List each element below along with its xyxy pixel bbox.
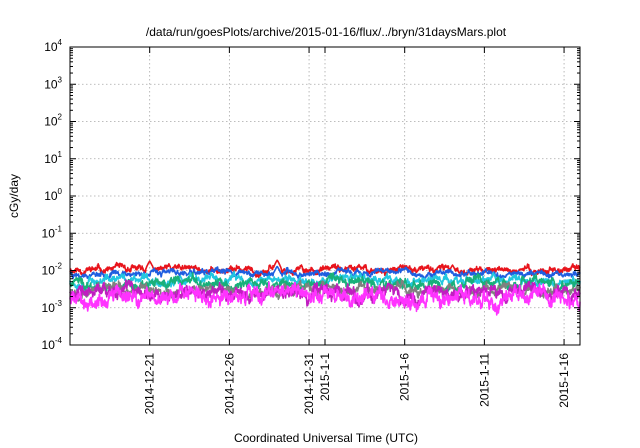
x-tick-label: 2015-1-16	[557, 353, 571, 408]
data-series	[69, 259, 581, 316]
y-axis-label: cGy/day	[7, 174, 21, 218]
x-tick-label: 2015-1-11	[477, 353, 491, 407]
chart-title: /data/run/goesPlots/archive/2015-01-16/f…	[146, 25, 507, 39]
y-tick-label: 100	[44, 187, 62, 203]
y-tick-label: 104	[44, 38, 62, 54]
x-tick-label: 2014-12-21	[143, 353, 157, 415]
y-tick-label: 10-3	[42, 299, 63, 315]
x-tick-label: 2014-12-31	[302, 353, 316, 415]
y-tick-label: 10-4	[42, 336, 63, 352]
x-tick-labels: 2014-12-21 2014-12-26 2014-12-31 2015-1-1 20…	[143, 353, 571, 415]
series-line	[69, 281, 581, 316]
y-tick-label: 102	[44, 113, 62, 129]
x-tick-label: 2015-1-6	[398, 353, 412, 401]
axis-ticks	[70, 46, 580, 346]
y-tick-label: 10-2	[42, 262, 63, 278]
series-line	[69, 271, 581, 294]
y-tick-labels: 10-4 10-3 10-2 10-1 100 101 102 103 104	[42, 38, 63, 352]
y-tick-label: 101	[44, 150, 62, 166]
y-tick-label: 10-1	[42, 224, 63, 240]
x-tick-label: 2014-12-26	[222, 353, 236, 415]
x-tick-label: 2015-1-1	[318, 353, 332, 401]
series-line	[69, 279, 581, 310]
y-tick-label: 103	[44, 75, 62, 91]
x-axis-label: Coordinated Universal Time (UTC)	[234, 431, 418, 445]
